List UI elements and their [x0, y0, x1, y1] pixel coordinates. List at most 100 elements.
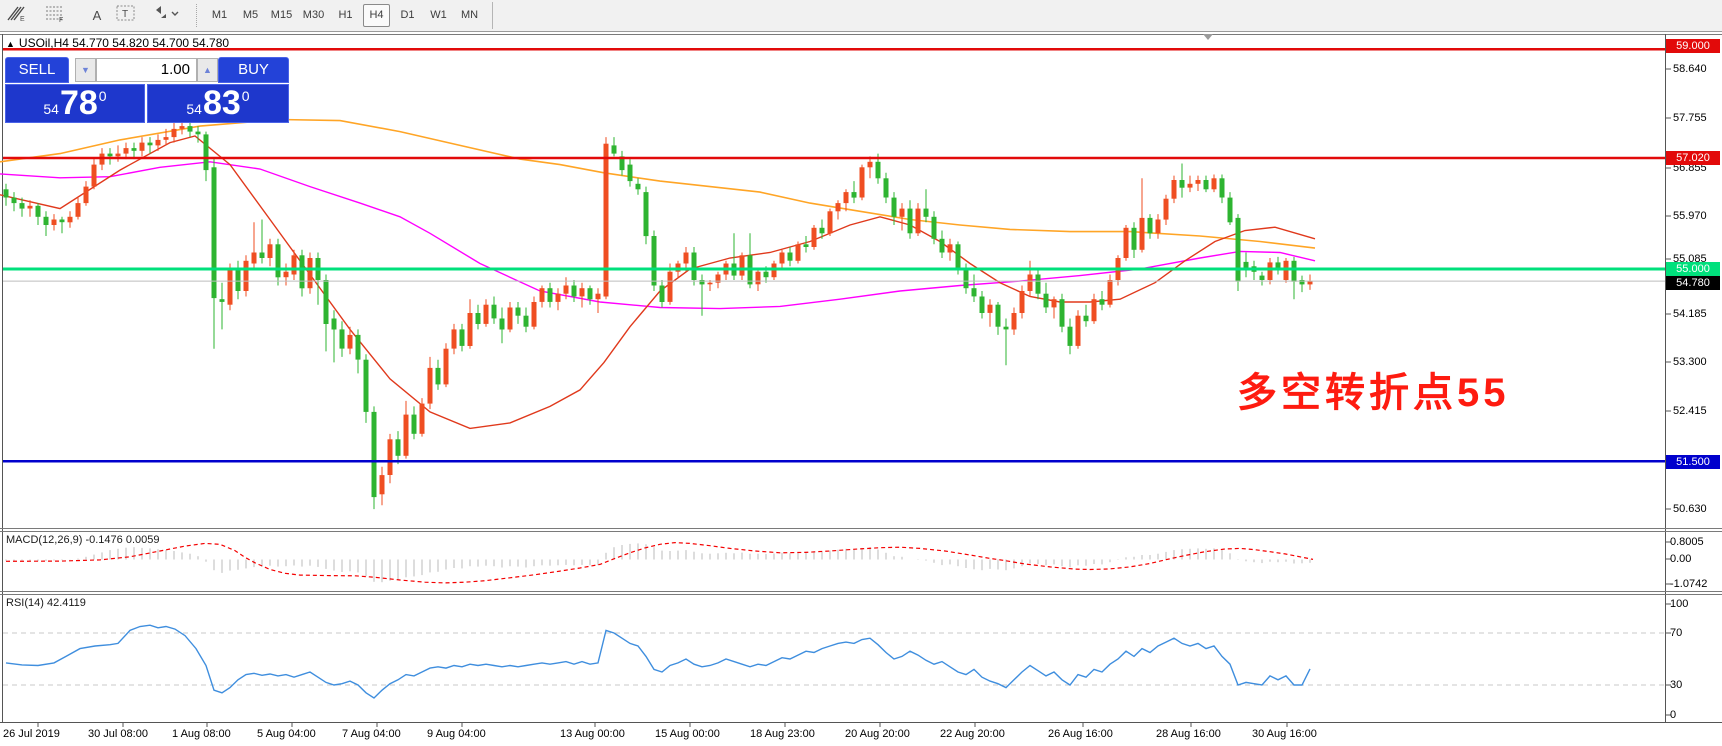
fibonacci-glyph: F [46, 6, 63, 22]
timeframe-M15[interactable]: M15 [270, 9, 293, 21]
candle-body [27, 205, 33, 209]
price-badge-57.020: 57.020 [1666, 151, 1720, 165]
candle-body [843, 192, 849, 204]
candle-body [1027, 274, 1033, 291]
candle-body [499, 318, 505, 330]
candle-body [1155, 219, 1161, 234]
time-label: 9 Aug 04:00 [427, 728, 486, 740]
candle-body [211, 167, 217, 299]
timeframe-M5[interactable]: M5 [242, 9, 259, 21]
volume-input[interactable]: 1.00 [96, 58, 197, 82]
candle-body [267, 244, 273, 258]
candle-body [587, 288, 593, 300]
candle-body [835, 203, 841, 212]
price-tick-label: 50.630 [1673, 503, 1707, 515]
candle-body [1083, 315, 1089, 322]
candle-body [995, 304, 1001, 327]
toolbar-separator [196, 4, 198, 27]
candle-body [347, 334, 353, 349]
sell-button[interactable]: SELL [5, 57, 69, 83]
candle-body [603, 143, 609, 297]
candle-body [1259, 275, 1265, 280]
candle-body [819, 227, 825, 234]
candle-body [1219, 178, 1225, 198]
candle-body [523, 315, 529, 327]
candle-body [875, 161, 881, 179]
chart-background [0, 32, 1722, 746]
timeframe-H1[interactable]: H1 [338, 9, 353, 21]
candle-body [595, 293, 601, 300]
candle-body [1067, 326, 1073, 346]
candle-body [91, 164, 97, 187]
price-badge-59.000: 59.000 [1666, 39, 1720, 53]
candle-body [459, 329, 465, 346]
candle-body [1211, 178, 1217, 190]
candle-body [219, 299, 225, 302]
volume-decrease-button[interactable]: ▼ [75, 58, 96, 82]
candle-body [1267, 262, 1273, 280]
time-label: 5 Aug 04:00 [257, 728, 316, 740]
rsi-label: RSI(14) 42.4119 [6, 597, 86, 609]
candle-body [299, 255, 305, 289]
timeframe-W1[interactable]: W1 [430, 9, 447, 21]
volume-increase-button[interactable]: ▲ [197, 58, 218, 82]
pitchfork-icon[interactable]: E [6, 4, 36, 27]
candle-body [43, 216, 49, 225]
buy-price-button[interactable]: 54 83 0 [147, 84, 289, 123]
candle-body [435, 367, 441, 385]
candle-body [787, 252, 793, 261]
candle-body [1147, 217, 1153, 234]
svg-text:F: F [59, 17, 63, 22]
text-box-icon[interactable]: T [116, 4, 146, 27]
timeframe-M30[interactable]: M30 [302, 9, 325, 21]
candle-body [107, 153, 113, 157]
candle-body [1091, 299, 1097, 322]
buy-price-pip: 0 [241, 88, 250, 104]
candle-body [1235, 217, 1241, 282]
candle-body [635, 183, 641, 190]
candle-body [419, 403, 425, 434]
timeframe-M1[interactable]: M1 [211, 9, 228, 21]
candle-body [411, 414, 417, 434]
time-label: 20 Aug 20:00 [845, 728, 910, 740]
candle-body [1187, 183, 1193, 188]
timeframe-D1[interactable]: D1 [400, 9, 415, 21]
candle-body [1019, 291, 1025, 313]
candle-body [795, 244, 801, 261]
indicator-tick-label: 70 [1670, 627, 1683, 639]
candle-body [1227, 197, 1233, 223]
buy-button[interactable]: BUY [218, 57, 289, 83]
price-badge-51.500: 51.500 [1666, 455, 1720, 469]
candle-body [1203, 180, 1209, 190]
candle-body [395, 439, 401, 456]
time-label: 13 Aug 00:00 [560, 728, 625, 740]
arrows-style-icon[interactable] [152, 4, 190, 27]
candle-body [379, 475, 385, 495]
rsi-line [5, 624, 1311, 699]
candle-body [683, 252, 689, 264]
candle-body [1171, 180, 1177, 199]
indicator-tick-label: 0 [1670, 709, 1677, 721]
candle-body [571, 285, 577, 297]
fibonacci-grid-icon[interactable]: F [44, 4, 74, 27]
candle-body [163, 137, 169, 140]
timeframe-MN[interactable]: MN [460, 9, 479, 21]
collapse-triangle-icon[interactable]: ▲ [6, 39, 15, 49]
time-label: 7 Aug 04:00 [342, 728, 401, 740]
price-badge-54.780: 54.780 [1666, 276, 1720, 290]
time-label: 22 Aug 20:00 [940, 728, 1005, 740]
candle-body [283, 271, 289, 278]
text-label-icon[interactable]: A [82, 4, 112, 27]
candle-body [555, 293, 561, 302]
candle-body [539, 288, 545, 302]
timeframe-H4[interactable]: H4 [363, 4, 390, 27]
price-badge-55.000: 55.000 [1666, 262, 1720, 276]
candle-body [643, 192, 649, 237]
candle-body [563, 285, 569, 294]
sell-price-button[interactable]: 54 78 0 [5, 84, 145, 123]
indicator-tick-label: 30 [1670, 679, 1683, 691]
text-label-glyph: A [92, 8, 102, 23]
candle-body [323, 280, 329, 324]
